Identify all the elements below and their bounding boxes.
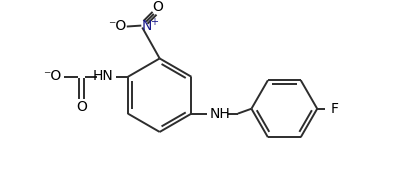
Text: +: +: [150, 17, 158, 27]
Text: ⁻O: ⁻O: [43, 69, 62, 83]
Text: NH: NH: [210, 107, 231, 121]
Text: F: F: [331, 102, 339, 116]
Text: O: O: [152, 0, 163, 14]
Text: N: N: [142, 19, 152, 33]
Text: HN: HN: [92, 69, 113, 83]
Text: O: O: [76, 100, 87, 114]
Text: ⁻O: ⁻O: [108, 19, 126, 33]
